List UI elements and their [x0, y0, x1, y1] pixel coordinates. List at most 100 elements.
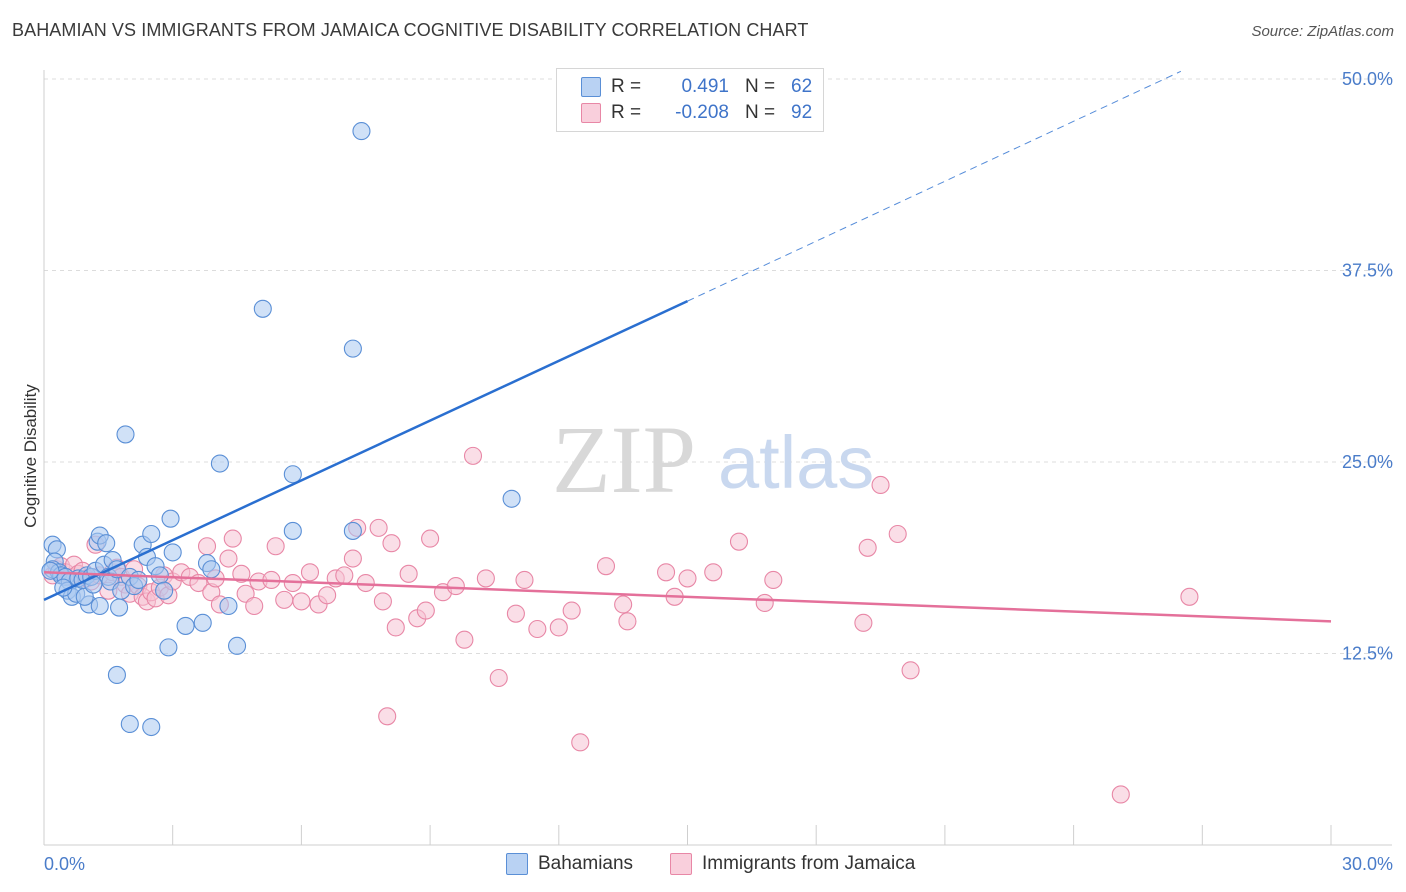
jamaica-point: [446, 577, 465, 596]
watermark-atlas: atlas: [718, 421, 874, 504]
jamaica-point: [245, 596, 264, 616]
jamaica-point: [888, 524, 907, 544]
jamaica-point: [614, 595, 633, 614]
x-tick-label: 30.0%: [1342, 854, 1393, 874]
jamaica-point: [704, 563, 723, 582]
jamaica-point: [729, 532, 749, 551]
legend-row-bahamians: R = 0.491 N = 62: [581, 75, 812, 99]
bahamian-point: [161, 509, 180, 528]
bahamian-point: [116, 425, 135, 444]
axes: [43, 70, 1392, 846]
jamaica-point: [678, 569, 697, 588]
legend-swatch-blue: [581, 77, 601, 97]
jamaica-point: [764, 570, 783, 590]
jamaica-point: [343, 549, 362, 568]
legend-n-value: 92: [791, 102, 813, 123]
bahamian-point: [193, 613, 212, 632]
jamaica-point: [871, 475, 890, 495]
y-tick-label: 50.0%: [1342, 69, 1393, 89]
jamaica-point: [506, 604, 525, 623]
bahamian-point: [75, 587, 94, 606]
jamaica-point: [275, 590, 294, 609]
jamaica-point: [223, 529, 242, 548]
jamaica-point: [369, 518, 388, 537]
bottom-legend-bahamians: Bahamians: [506, 851, 633, 877]
bahamian-point: [343, 521, 362, 540]
bahamian-point: [120, 714, 139, 734]
legend-row-jamaica: R = -0.208 N = 92: [581, 101, 812, 125]
jamaica-point: [382, 534, 401, 553]
bahamian-point: [283, 465, 302, 484]
x-tick-labels: 0.0% 30.0%: [44, 854, 1393, 874]
jamaica-point: [335, 566, 354, 585]
jamaica-point: [266, 537, 285, 556]
bahamian-point: [352, 122, 371, 141]
bahamian-point: [283, 521, 302, 540]
bahamian-point: [142, 524, 161, 544]
legend-r-label: R =: [611, 102, 642, 123]
legend-n-value: 62: [791, 76, 813, 97]
jamaica-point: [421, 529, 440, 548]
jamaica-point: [656, 563, 676, 582]
legend-r-label: R =: [611, 76, 642, 97]
chart-source: Source: ZipAtlas.com: [1251, 23, 1394, 40]
bahamian-point: [41, 561, 60, 580]
jamaica-point: [356, 573, 375, 593]
bahamian-point: [210, 454, 229, 473]
jamaica-point: [378, 707, 397, 726]
jamaica-point: [455, 630, 474, 649]
jamaica-point: [197, 537, 217, 556]
legend-r-value: -0.208: [675, 102, 729, 123]
x-ticks: [43, 825, 1332, 845]
watermark-zip: ZIP: [552, 406, 696, 513]
jamaica-point: [1180, 587, 1199, 606]
bahamian-point: [202, 560, 221, 579]
jamaica-point: [219, 549, 238, 568]
watermark: ZIP atlas: [552, 406, 874, 513]
jamaica-point: [596, 557, 616, 576]
jamaica-point: [618, 612, 637, 631]
chart-title: BAHAMIAN VS IMMIGRANTS FROM JAMAICA COGN…: [12, 20, 809, 40]
jamaica-point: [300, 563, 320, 582]
bahamian-point: [343, 339, 362, 358]
y-tick-labels: 12.5% 25.0% 37.5% 50.0%: [1342, 69, 1393, 664]
bottom-legend-jamaica: Immigrants from Jamaica: [670, 851, 915, 877]
blue-points: [41, 122, 521, 737]
trend-lines: [43, 70, 1332, 623]
bahamian-trend-extension: [687, 70, 1182, 302]
bahamian-point: [228, 636, 247, 655]
legend-r-value: 0.491: [681, 76, 729, 97]
bottom-legend-swatch-blue: [506, 853, 528, 875]
bahamian-point: [110, 598, 129, 617]
x-tick-label: 0.0%: [44, 854, 85, 874]
bahamian-point: [176, 616, 195, 635]
legend-n-label: N =: [745, 76, 776, 97]
bahamian-point: [159, 638, 178, 657]
jamaica-point: [854, 613, 873, 632]
jamaica-point: [1111, 785, 1130, 804]
y-tick-label: 37.5%: [1342, 261, 1393, 281]
jamaica-point: [399, 564, 418, 583]
jamaica-point: [318, 586, 337, 605]
jamaica-point: [386, 618, 405, 637]
jamaica-point: [416, 601, 435, 620]
bottom-legend-label: Immigrants from Jamaica: [702, 853, 916, 874]
jamaica-point: [858, 538, 877, 557]
bahamian-point: [90, 596, 109, 616]
jamaica-point: [901, 661, 920, 680]
legend-n-label: N =: [745, 102, 776, 123]
jamaica-point: [571, 733, 590, 752]
bahamian-point: [97, 534, 116, 553]
bahamian-point: [502, 489, 521, 508]
jamaica-point: [463, 446, 483, 465]
jamaica-point: [292, 592, 311, 611]
jamaica-point: [528, 619, 547, 639]
jamaica-point: [515, 570, 534, 590]
bottom-legend-label: Bahamians: [538, 853, 634, 874]
y-axis-title: Cognitive Disability: [21, 384, 40, 528]
bahamian-point: [142, 717, 161, 737]
y-tick-label: 25.0%: [1342, 452, 1393, 472]
jamaica-trend-line: [43, 571, 1332, 623]
bahamian-point: [107, 665, 126, 684]
